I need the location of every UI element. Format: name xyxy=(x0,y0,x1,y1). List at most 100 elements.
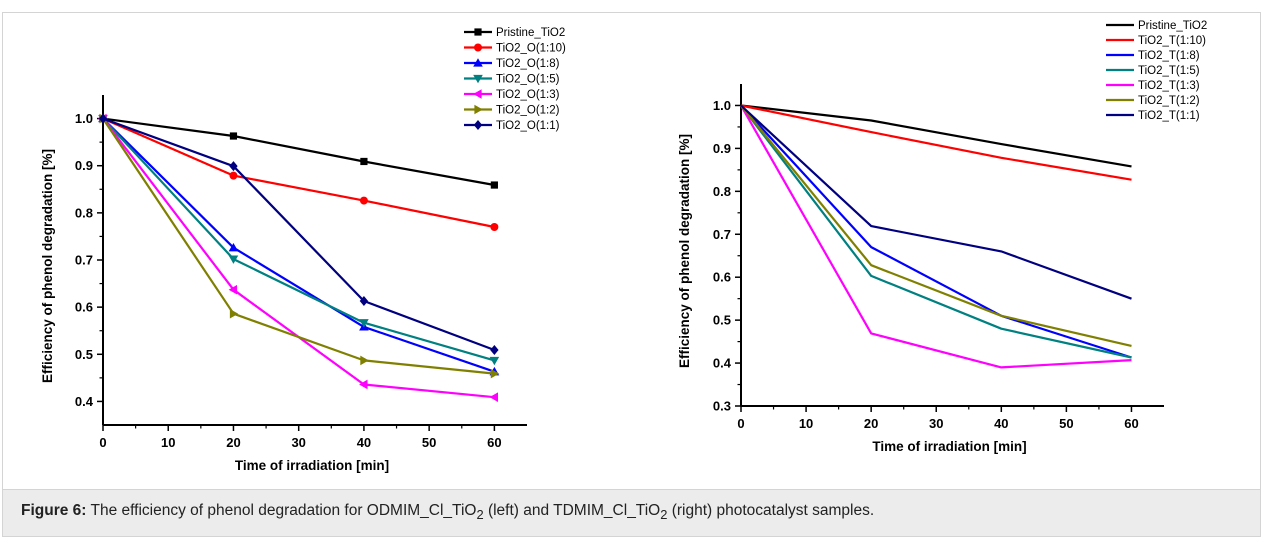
data-point xyxy=(490,181,498,189)
data-point xyxy=(229,132,238,140)
series-line xyxy=(102,117,495,362)
y-tick-label: 1.0 xyxy=(75,111,93,126)
legend-label: TiO2_O(1:5) xyxy=(496,74,560,86)
y-axis-title: Efficiency of phenol degradation [%] xyxy=(677,134,692,368)
legend-label: TiO2_T(1:3) xyxy=(1138,80,1200,92)
legend-label: Pristine_TiO2 xyxy=(496,27,565,39)
data-point xyxy=(228,284,238,295)
y-tick-label: 0.4 xyxy=(713,356,732,371)
y-tick-label: 0.9 xyxy=(75,158,93,173)
caption-bar: Figure 6: The efficiency of phenol degra… xyxy=(3,489,1260,536)
series-group xyxy=(98,114,500,366)
x-tick-label: 50 xyxy=(1059,416,1073,431)
y-tick-label: 0.8 xyxy=(75,205,93,220)
y-tick-label: 1.0 xyxy=(713,98,731,113)
legend-marker xyxy=(474,104,483,115)
series-group xyxy=(740,104,1132,359)
y-tick-label: 0.6 xyxy=(713,270,731,285)
caption-text-1: The efficiency of phenol degradation for… xyxy=(86,502,477,519)
series-line xyxy=(740,104,1132,347)
series-group xyxy=(740,104,1132,369)
series-group xyxy=(98,113,498,402)
data-point xyxy=(229,308,239,319)
data-point xyxy=(229,161,238,172)
y-tick-label: 0.3 xyxy=(713,399,731,414)
data-point xyxy=(360,157,368,166)
x-axis-title: Time of irradiation [min] xyxy=(872,439,1026,454)
legend-label: TiO2_T(1:8) xyxy=(1138,50,1200,62)
legend-marker xyxy=(473,120,483,130)
caption-text-2: (left) and TDMIM_Cl_TiO xyxy=(483,502,661,519)
data-point xyxy=(489,356,500,366)
y-tick-label: 0.6 xyxy=(75,300,93,315)
x-tick-label: 20 xyxy=(864,416,878,431)
caption-sub-2: 2 xyxy=(660,507,668,523)
data-point xyxy=(490,345,499,356)
series-line xyxy=(740,104,1132,168)
data-point xyxy=(490,368,500,379)
series-line xyxy=(102,117,495,229)
legend-label: TiO2_T(1:10) xyxy=(1138,35,1206,47)
caption-text-3: (right) photocatalyst samples. xyxy=(667,502,875,519)
data-point xyxy=(489,392,498,402)
legend-label: Pristine_TiO2 xyxy=(1138,20,1207,32)
figure-caption: Figure 6: The efficiency of phenol degra… xyxy=(21,502,874,522)
x-tick-label: 60 xyxy=(487,435,501,450)
y-tick-label: 0.7 xyxy=(75,253,93,268)
legend-label: TiO2_O(1:3) xyxy=(496,89,560,101)
legend-marker xyxy=(473,89,482,99)
data-point xyxy=(359,379,368,390)
y-tick-label: 0.9 xyxy=(713,141,731,156)
figure-frame xyxy=(2,12,1261,537)
series-group xyxy=(740,104,1132,359)
legend-marker xyxy=(473,74,483,84)
x-tick-label: 0 xyxy=(737,416,744,431)
series-group xyxy=(99,113,500,379)
x-tick-label: 60 xyxy=(1124,416,1138,431)
data-point xyxy=(228,255,239,264)
legend-marker xyxy=(474,43,482,52)
series-group xyxy=(740,104,1132,181)
data-point xyxy=(229,171,238,180)
y-tick-label: 0.8 xyxy=(713,184,731,199)
legend-label: TiO2_O(1:10) xyxy=(496,43,566,55)
y-tick-label: 0.7 xyxy=(713,227,731,242)
data-point xyxy=(360,355,369,366)
series-line xyxy=(102,117,495,399)
x-tick-label: 30 xyxy=(291,435,305,450)
caption-sub-1: 2 xyxy=(476,507,484,523)
data-point xyxy=(359,296,369,307)
series-group xyxy=(740,104,1132,347)
series-line xyxy=(740,104,1132,300)
x-axis-title: Time of irradiation [min] xyxy=(235,458,389,473)
y-tick-label: 0.5 xyxy=(75,347,93,362)
series-line xyxy=(740,104,1132,181)
x-tick-label: 10 xyxy=(799,416,813,431)
legend-label: TiO2_T(1:1) xyxy=(1138,110,1200,122)
data-point xyxy=(490,223,499,231)
x-tick-label: 0 xyxy=(99,435,106,450)
y-axis-title: Efficiency of phenol degradation [%] xyxy=(40,149,55,383)
caption-label: Figure 6: xyxy=(21,502,87,519)
series-line xyxy=(740,104,1132,359)
y-tick-label: 0.4 xyxy=(75,394,94,409)
x-tick-label: 20 xyxy=(226,435,240,450)
x-tick-label: 30 xyxy=(929,416,943,431)
chart-left: 0 10 20 30 40 50 60 0.4 0.5 0.6 0.7 0.8 0.9 1.0 Time o… xyxy=(40,27,566,473)
chart-right: 0 10 20 30 40 50 60 0.3 0.4 0.5 0.6 0.7 0.8 0.9 1.0 Tim… xyxy=(677,20,1207,454)
data-point xyxy=(98,113,108,124)
series-group xyxy=(740,104,1132,300)
legend-label: TiO2_T(1:2) xyxy=(1138,95,1200,107)
data-point xyxy=(359,196,368,205)
legend-label: TiO2_O(1:8) xyxy=(496,58,560,70)
series-line xyxy=(102,117,495,373)
series-line xyxy=(740,104,1132,359)
x-tick-label: 50 xyxy=(422,435,436,450)
x-tick-label: 10 xyxy=(161,435,175,450)
data-point xyxy=(359,319,369,328)
x-tick-label: 40 xyxy=(994,416,1008,431)
series-line xyxy=(740,104,1132,369)
x-tick-label: 40 xyxy=(357,435,371,450)
legend-marker xyxy=(473,58,483,67)
series-group xyxy=(98,113,499,356)
